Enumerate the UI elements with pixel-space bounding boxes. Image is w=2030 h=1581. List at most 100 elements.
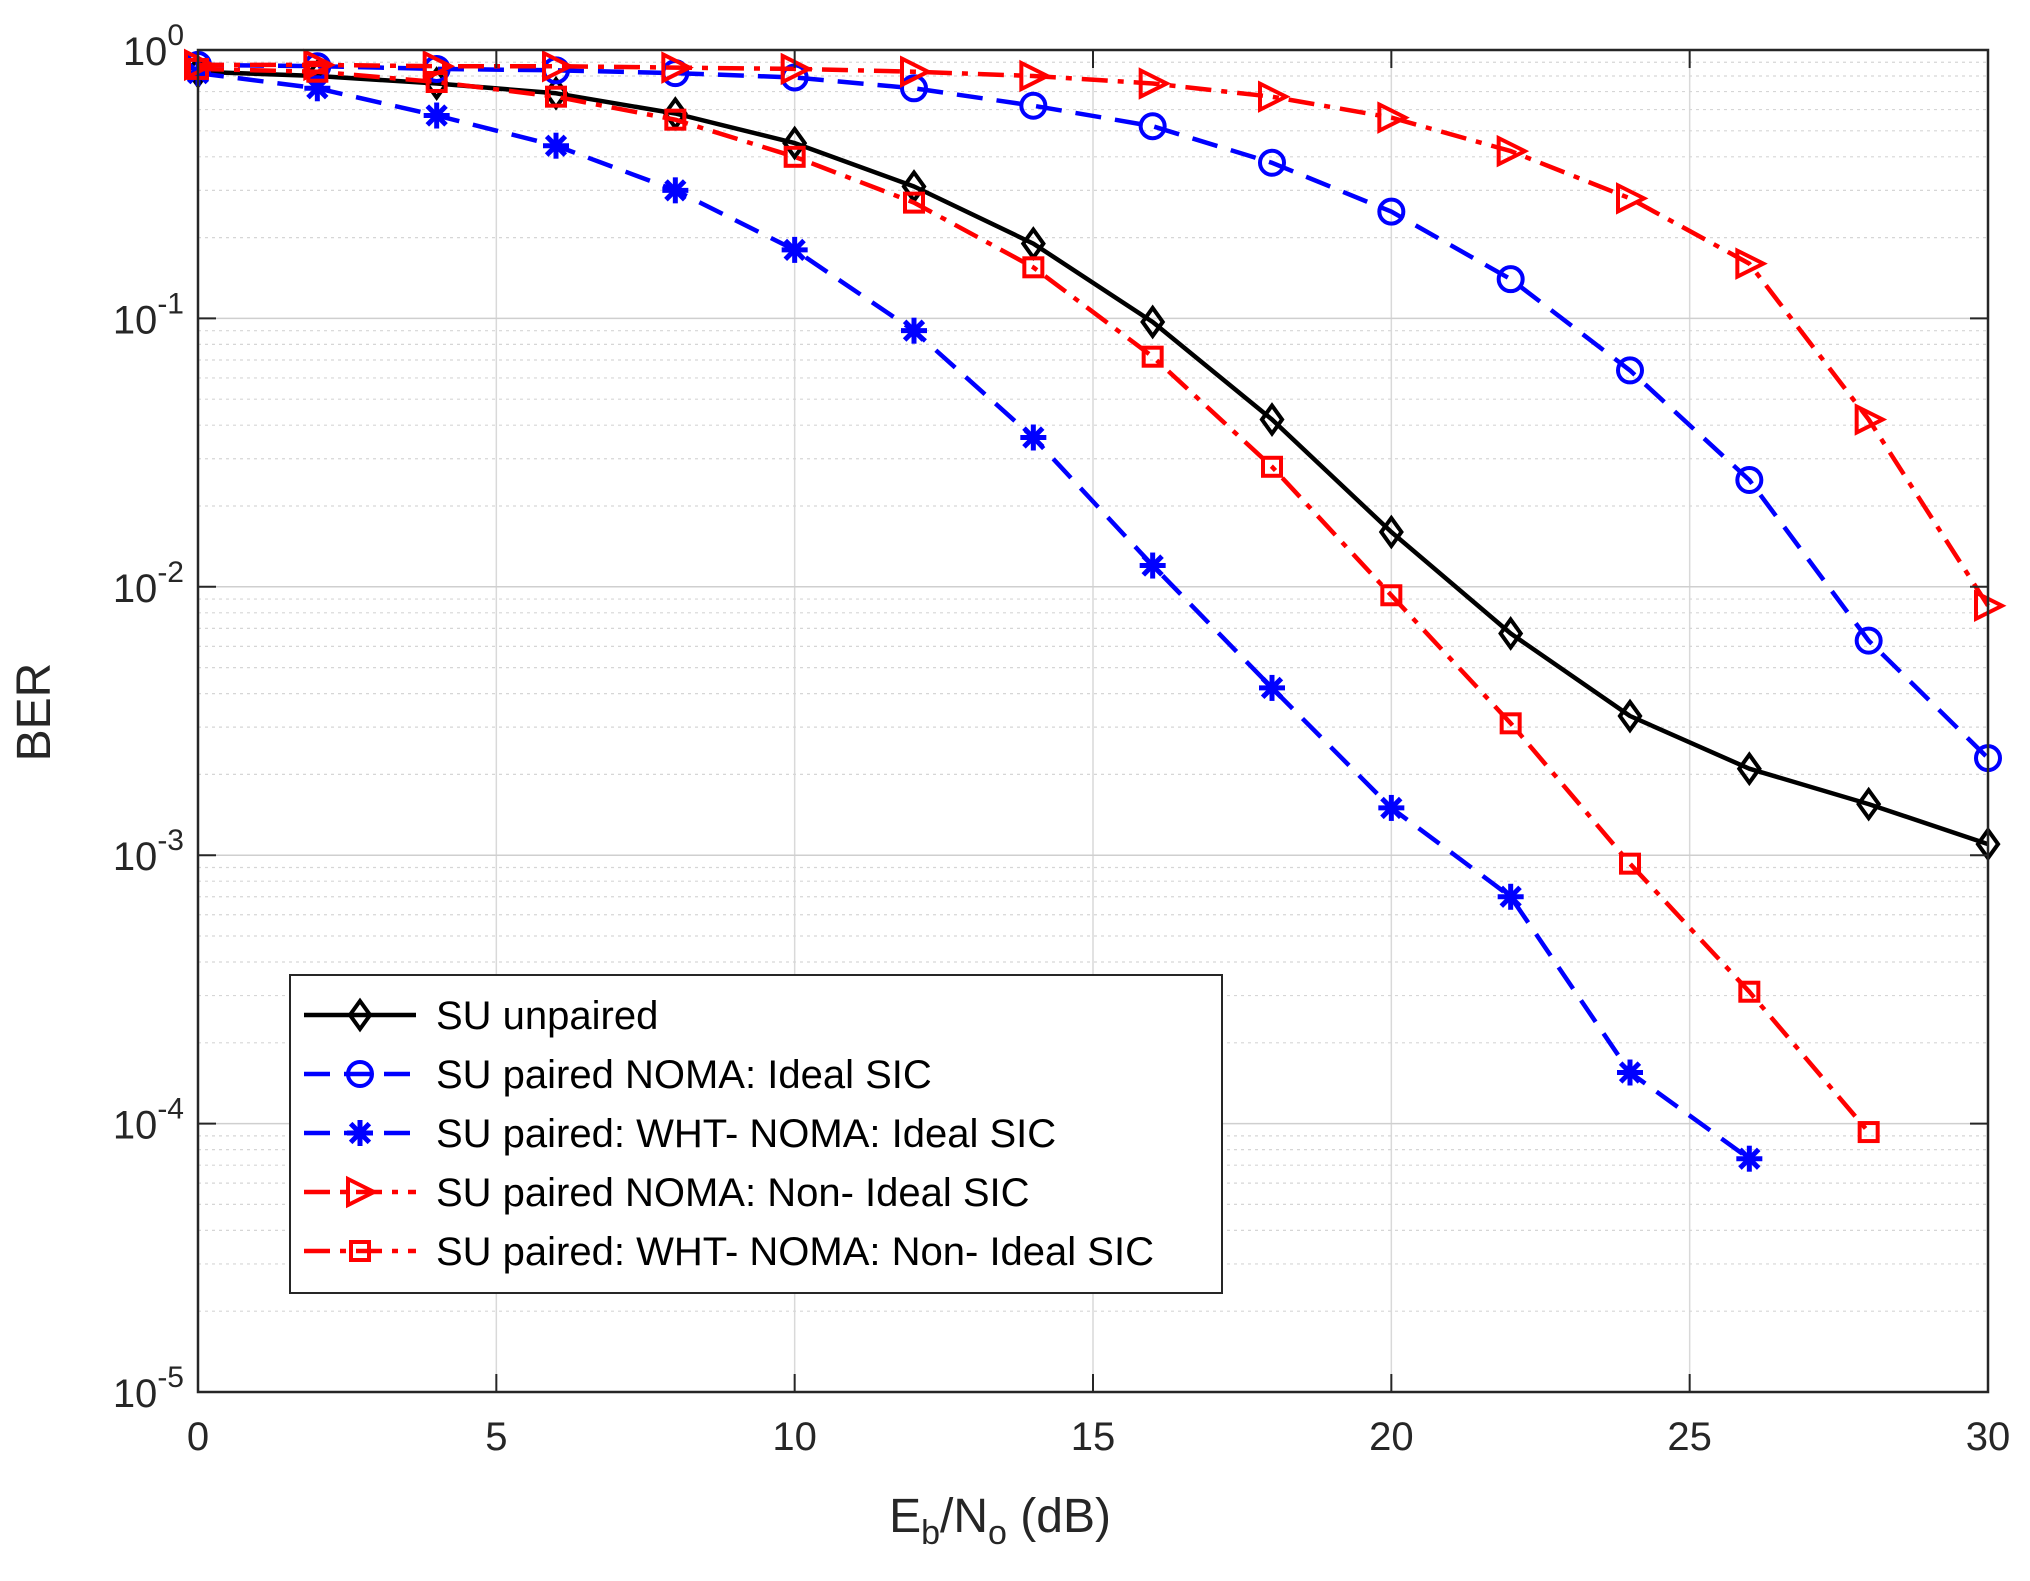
data-point xyxy=(542,49,575,83)
y-tick-label-exponent: -5 xyxy=(157,1361,184,1394)
series-line xyxy=(197,70,1751,1161)
y-tick-label-base: 10 xyxy=(113,567,158,611)
y-tick-label-exponent: -1 xyxy=(157,287,184,320)
legend-marker xyxy=(346,1060,374,1088)
y-tick-label: 10-1 xyxy=(113,287,184,342)
data-point xyxy=(783,145,806,168)
x-axis-label-mid: /N xyxy=(940,1490,988,1543)
data-point xyxy=(1139,552,1166,579)
data-point xyxy=(1617,1059,1643,1086)
y-tick-label-base: 10 xyxy=(113,298,158,342)
y-tick-label-exponent: -3 xyxy=(157,824,184,857)
data-point xyxy=(1022,256,1045,279)
legend-marker xyxy=(346,1175,379,1209)
data-point xyxy=(1738,980,1761,1003)
x-tick-label: 25 xyxy=(1667,1415,1712,1459)
y-tick-label: 10-5 xyxy=(113,1361,184,1416)
series-line xyxy=(197,62,1990,760)
data-point xyxy=(1019,59,1052,93)
x-tick-label: 5 xyxy=(485,1415,507,1459)
series-5 xyxy=(187,57,1880,1144)
legend-item: SU paired NOMA: Non- Ideal SIC xyxy=(304,1171,1030,1215)
data-point xyxy=(1498,616,1524,651)
legend-label: SU paired: WHT- NOMA: Non- Ideal SIC xyxy=(436,1230,1154,1274)
data-point xyxy=(900,74,928,103)
data-point xyxy=(425,70,448,93)
data-point xyxy=(1259,402,1285,437)
x-axis-label-sub2: o xyxy=(988,1514,1007,1552)
data-point xyxy=(1258,148,1286,177)
data-point xyxy=(781,236,808,263)
legend-marker xyxy=(347,1120,373,1146)
data-point xyxy=(903,191,925,214)
data-point xyxy=(545,85,567,108)
y-tick-label-exponent: -4 xyxy=(157,1093,184,1126)
data-point xyxy=(900,55,933,88)
y-tick-label: 10-4 xyxy=(113,1093,184,1148)
y-tick-label-exponent: -2 xyxy=(157,556,184,589)
data-point xyxy=(1496,265,1525,294)
y-axis-label: BER xyxy=(8,663,61,762)
x-axis-label: Eb/No (dB) xyxy=(889,1490,1111,1552)
x-axis-label-sub1: b xyxy=(921,1514,940,1552)
y-tick-label-exponent: 0 xyxy=(167,19,184,52)
data-point xyxy=(1140,304,1166,340)
data-point xyxy=(1377,197,1406,226)
data-point xyxy=(1619,852,1641,875)
legend-item: SU paired NOMA: Ideal SIC xyxy=(304,1053,932,1097)
data-point xyxy=(423,102,450,129)
data-point xyxy=(1258,80,1291,113)
data-point xyxy=(1857,1121,1880,1144)
data-point xyxy=(1616,182,1649,215)
data-point xyxy=(1261,455,1283,478)
data-point xyxy=(1141,345,1164,368)
data-point xyxy=(1736,751,1762,787)
y-tick-label: 100 xyxy=(123,19,184,74)
legend-item: SU paired: WHT- NOMA: Non- Ideal SIC xyxy=(304,1230,1154,1274)
data-point xyxy=(664,108,687,131)
data-point xyxy=(1378,514,1404,550)
data-point xyxy=(1736,1145,1763,1172)
data-point xyxy=(901,317,927,344)
data-point xyxy=(543,132,569,159)
legend-label: SU paired: WHT- NOMA: Ideal SIC xyxy=(436,1112,1056,1156)
y-tick-label-base: 10 xyxy=(113,835,158,879)
data-point xyxy=(1854,403,1888,436)
data-point xyxy=(1856,786,1882,822)
y-tick-label: 10-3 xyxy=(113,824,184,879)
data-point xyxy=(1020,424,1047,451)
y-tick-label-base: 10 xyxy=(123,30,168,74)
data-point xyxy=(1616,356,1644,385)
x-tick-label: 30 xyxy=(1966,1415,2011,1459)
legend-marker xyxy=(349,1240,371,1262)
legend-item: SU paired: WHT- NOMA: Ideal SIC xyxy=(304,1112,1056,1156)
data-point xyxy=(1259,674,1285,701)
x-tick-label: 20 xyxy=(1369,1415,1414,1459)
series-3 xyxy=(185,60,1763,1172)
legend-item: SU unpaired xyxy=(304,994,658,1038)
data-point xyxy=(1019,91,1048,120)
data-point xyxy=(1499,712,1522,735)
data-point xyxy=(782,125,808,161)
data-point xyxy=(661,51,694,84)
data-point xyxy=(1138,112,1167,141)
data-point xyxy=(1735,465,1764,494)
data-point xyxy=(1378,794,1405,821)
x-tick-label: 0 xyxy=(187,1415,209,1459)
data-point xyxy=(1497,883,1524,910)
legend-marker xyxy=(347,997,373,1033)
x-tick-label: 15 xyxy=(1071,1415,1116,1459)
series-line xyxy=(197,66,1871,1134)
data-point xyxy=(1617,698,1643,734)
data-point xyxy=(1380,584,1403,607)
x-axis-label-base: E xyxy=(889,1490,921,1543)
y-tick-label-base: 10 xyxy=(113,1372,158,1416)
data-point xyxy=(1138,67,1172,100)
x-axis-label-tail: (dB) xyxy=(1007,1490,1111,1543)
x-tick-label: 10 xyxy=(772,1415,817,1459)
legend-label: SU unpaired xyxy=(436,994,658,1038)
data-point xyxy=(1377,101,1410,134)
legend-label: SU paired NOMA: Ideal SIC xyxy=(436,1053,932,1097)
